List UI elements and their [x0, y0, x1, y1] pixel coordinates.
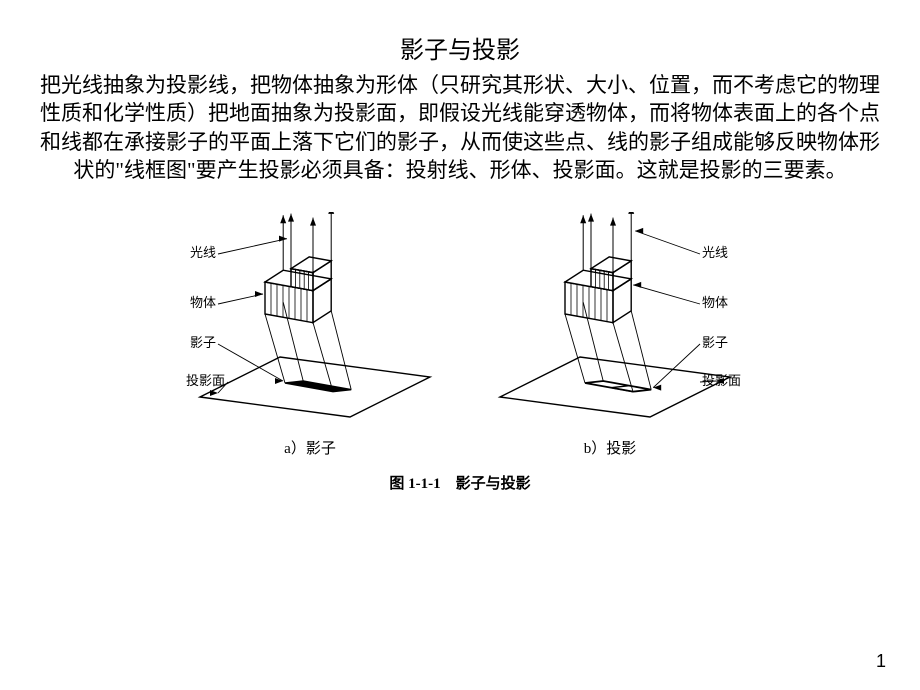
- intro-paragraph: 把光线抽象为投影线，把物体抽象为形体（只研究其形状、大小、位置，而不考虑它的物理…: [0, 71, 920, 184]
- figure-container: 光线物体影子投影面光线物体影子投影面 a）影子 b）投影 图 1-1-1 影子与…: [0, 212, 920, 493]
- page-title: 影子与投影: [0, 0, 920, 71]
- sub-caption-a: a）影子: [180, 437, 440, 458]
- figure-caption: 图 1-1-1 影子与投影: [0, 472, 920, 493]
- sub-caption-b: b）投影: [480, 437, 740, 458]
- svg-text:物体: 物体: [702, 295, 728, 310]
- svg-text:影子: 影子: [702, 335, 728, 350]
- svg-text:投影面: 投影面: [186, 373, 225, 388]
- sub-caption-row: a）影子 b）投影: [0, 437, 920, 458]
- svg-text:光线: 光线: [702, 245, 728, 260]
- svg-text:影子: 影子: [190, 335, 216, 350]
- page-number: 1: [876, 651, 886, 672]
- svg-text:光线: 光线: [190, 245, 216, 260]
- figure-svg: 光线物体影子投影面光线物体影子投影面: [170, 212, 750, 432]
- svg-text:物体: 物体: [190, 295, 216, 310]
